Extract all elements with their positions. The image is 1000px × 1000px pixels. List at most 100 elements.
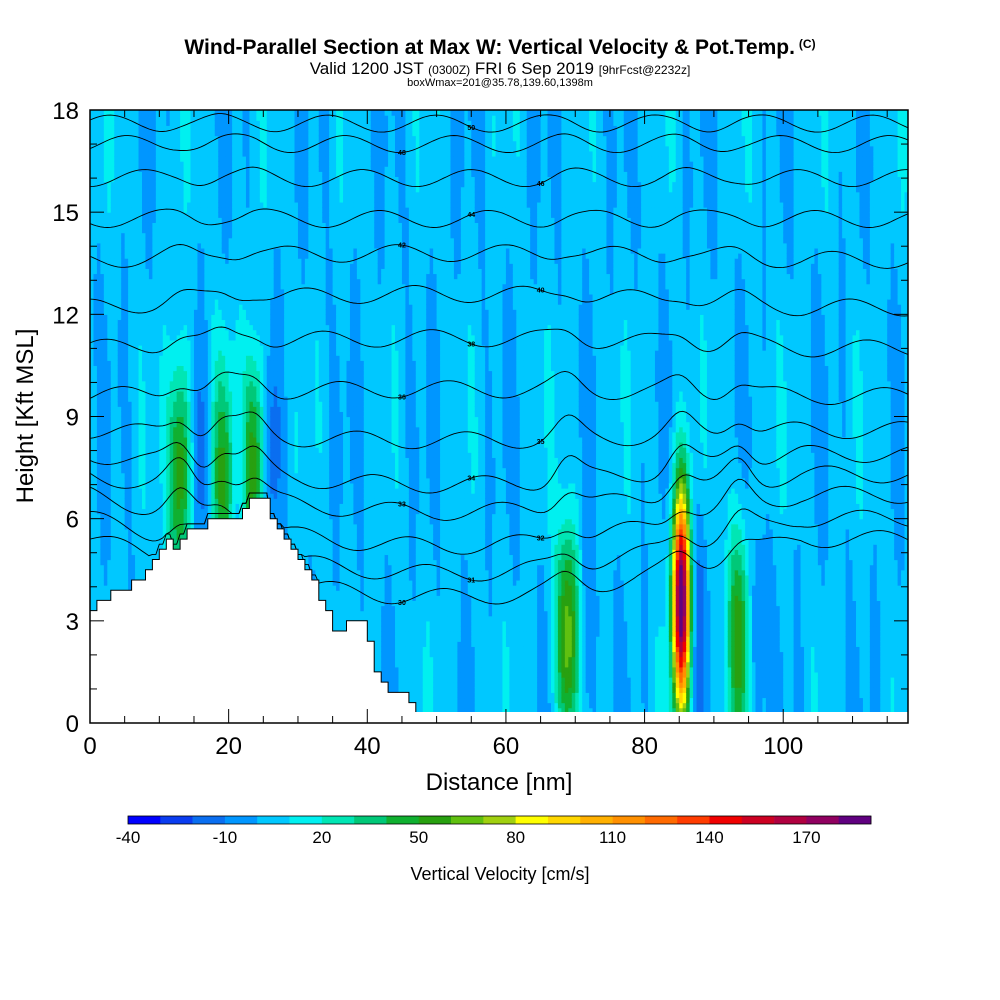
velocity-cell	[169, 518, 174, 525]
velocity-cell	[141, 115, 147, 121]
velocity-cell	[225, 334, 230, 341]
velocity-cell	[93, 176, 98, 183]
velocity-cell	[225, 140, 230, 147]
velocity-cell	[114, 539, 119, 545]
velocity-cell	[204, 385, 209, 392]
velocity-cell	[187, 319, 192, 326]
velocity-cell	[169, 242, 174, 249]
velocity-cell	[128, 559, 133, 566]
velocity-cell	[107, 253, 112, 259]
velocity-cell	[197, 278, 202, 285]
velocity-cell	[124, 232, 129, 239]
velocity-cell	[152, 523, 157, 530]
velocity-cell	[135, 314, 140, 321]
velocity-cell	[121, 370, 126, 377]
velocity-cell	[96, 344, 101, 351]
velocity-cell	[124, 462, 129, 469]
velocity-cell	[183, 503, 188, 510]
velocity-cell	[159, 222, 164, 229]
velocity-cell	[228, 329, 233, 336]
velocity-cell	[183, 344, 188, 351]
velocity-cell	[228, 319, 233, 326]
velocity-cell	[96, 411, 101, 418]
velocity-cell	[96, 559, 101, 566]
velocity-cell	[100, 196, 105, 203]
velocity-cell	[90, 411, 95, 418]
velocity-cell	[197, 319, 202, 326]
velocity-cell	[145, 355, 150, 361]
velocity-cell	[124, 288, 129, 295]
velocity-cell	[162, 396, 167, 402]
velocity-cell	[128, 268, 133, 275]
velocity-cell	[131, 120, 136, 126]
velocity-cell	[218, 498, 223, 504]
velocity-cell	[152, 186, 157, 193]
velocity-cell	[96, 539, 101, 545]
velocity-cell	[152, 385, 157, 392]
velocity-cell	[180, 503, 185, 510]
velocity-cell	[204, 140, 209, 147]
velocity-cell	[200, 181, 205, 188]
velocity-cell	[211, 110, 216, 116]
velocity-cell	[138, 447, 143, 453]
velocity-cell	[131, 457, 136, 464]
velocity-cell	[166, 161, 171, 167]
velocity-cell	[103, 488, 108, 494]
velocity-cell	[148, 196, 153, 203]
velocity-cell	[110, 477, 115, 484]
velocity-cell	[93, 212, 98, 218]
velocity-cell	[107, 222, 112, 229]
velocity-cell	[138, 385, 143, 392]
velocity-cell	[190, 436, 195, 443]
velocity-cell	[200, 329, 205, 336]
velocity-cell	[207, 503, 212, 510]
velocity-cell	[159, 329, 164, 336]
velocity-cell	[141, 181, 147, 188]
velocity-cell	[173, 176, 178, 183]
velocity-cell	[90, 130, 95, 137]
velocity-cell	[204, 222, 209, 229]
velocity-cell	[121, 421, 126, 428]
velocity-cell	[232, 380, 237, 387]
velocity-cell	[103, 196, 108, 203]
velocity-cell	[228, 227, 233, 234]
velocity-cell	[200, 365, 205, 372]
velocity-cell	[100, 518, 105, 525]
velocity-cell	[173, 442, 178, 448]
velocity-cell	[159, 268, 164, 275]
velocity-cell	[218, 467, 223, 474]
velocity-cell	[176, 150, 181, 157]
velocity-cell	[221, 222, 226, 229]
velocity-cell	[96, 293, 101, 300]
velocity-cell	[155, 166, 160, 172]
velocity-cell	[187, 314, 192, 321]
velocity-cell	[145, 452, 150, 458]
velocity-cell	[176, 120, 181, 126]
velocity-cell	[121, 503, 126, 510]
velocity-cell	[93, 605, 98, 612]
velocity-cell	[197, 145, 202, 152]
velocity-cell	[148, 324, 153, 331]
velocity-cell	[214, 436, 219, 443]
velocity-cell	[121, 283, 126, 290]
velocity-cell	[121, 150, 126, 157]
velocity-cell	[176, 242, 181, 249]
velocity-cell	[232, 385, 237, 392]
velocity-cell	[228, 344, 233, 351]
velocity-cell	[225, 375, 230, 382]
velocity-cell	[190, 324, 195, 331]
velocity-cell	[176, 390, 181, 397]
velocity-cell	[193, 140, 199, 147]
velocity-cell	[100, 176, 105, 183]
velocity-cell	[145, 196, 150, 203]
velocity-cell	[190, 247, 195, 254]
velocity-cell	[135, 237, 140, 244]
velocity-cell	[187, 181, 192, 188]
velocity-cell	[197, 186, 202, 193]
velocity-cell	[159, 196, 164, 203]
velocity-cell	[166, 242, 171, 249]
velocity-cell	[176, 161, 181, 167]
velocity-cell	[138, 334, 143, 341]
velocity-cell	[207, 171, 212, 178]
velocity-cell	[100, 155, 105, 162]
